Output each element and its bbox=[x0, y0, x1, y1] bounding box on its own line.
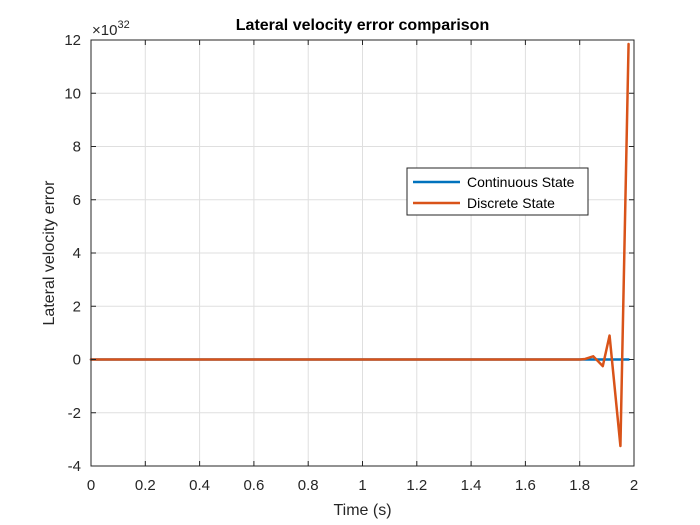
y-tick-label: 10 bbox=[64, 85, 81, 102]
y-tick-label: -4 bbox=[68, 458, 81, 475]
y-tick-label: 12 bbox=[64, 32, 81, 49]
x-tick-label: 0.2 bbox=[135, 477, 156, 494]
y-exponent-power: 32 bbox=[117, 19, 129, 31]
x-tick-label: 0.4 bbox=[189, 477, 210, 494]
x-tick-label: 0.6 bbox=[243, 477, 264, 494]
chart-title: Lateral velocity error comparison bbox=[236, 17, 489, 34]
series-line-discrete bbox=[89, 42, 630, 448]
y-exponent-base: ×10 bbox=[92, 22, 117, 39]
y-axis-label: Lateral velocity error bbox=[41, 180, 58, 326]
x-tick-label: 0.8 bbox=[298, 477, 319, 494]
y-axis-exponent: ×1032 bbox=[92, 19, 130, 39]
y-tick-label: 2 bbox=[73, 298, 81, 315]
y-tick-label: 4 bbox=[73, 245, 81, 262]
legend: Continuous State Discrete State bbox=[406, 167, 589, 216]
axis-ticks: 0 0.2 0.4 0.6 0.8 1 1.2 1.4 1.6 1.8 2 -4 -2 0 2 4 6 8 10 12 bbox=[64, 32, 638, 494]
data-series bbox=[89, 42, 630, 448]
y-tick-label: -2 bbox=[68, 405, 81, 422]
legend-box bbox=[406, 167, 589, 216]
x-tick-label: 1.2 bbox=[406, 477, 427, 494]
x-tick-label: 1.6 bbox=[515, 477, 536, 494]
x-tick-label: 1 bbox=[358, 477, 366, 494]
legend-label-continuous: Continuous State bbox=[467, 174, 575, 190]
legend-label-discrete: Discrete State bbox=[467, 195, 555, 211]
x-tick-label: 0 bbox=[87, 477, 95, 494]
x-tick-label: 2 bbox=[630, 477, 638, 494]
y-tick-label: 0 bbox=[73, 352, 81, 369]
y-tick-label: 8 bbox=[73, 139, 81, 156]
x-tick-label: 1.8 bbox=[569, 477, 590, 494]
x-tick-label: 1.4 bbox=[461, 477, 482, 494]
x-axis-label: Time (s) bbox=[333, 502, 391, 519]
y-tick-label: 6 bbox=[73, 192, 81, 209]
